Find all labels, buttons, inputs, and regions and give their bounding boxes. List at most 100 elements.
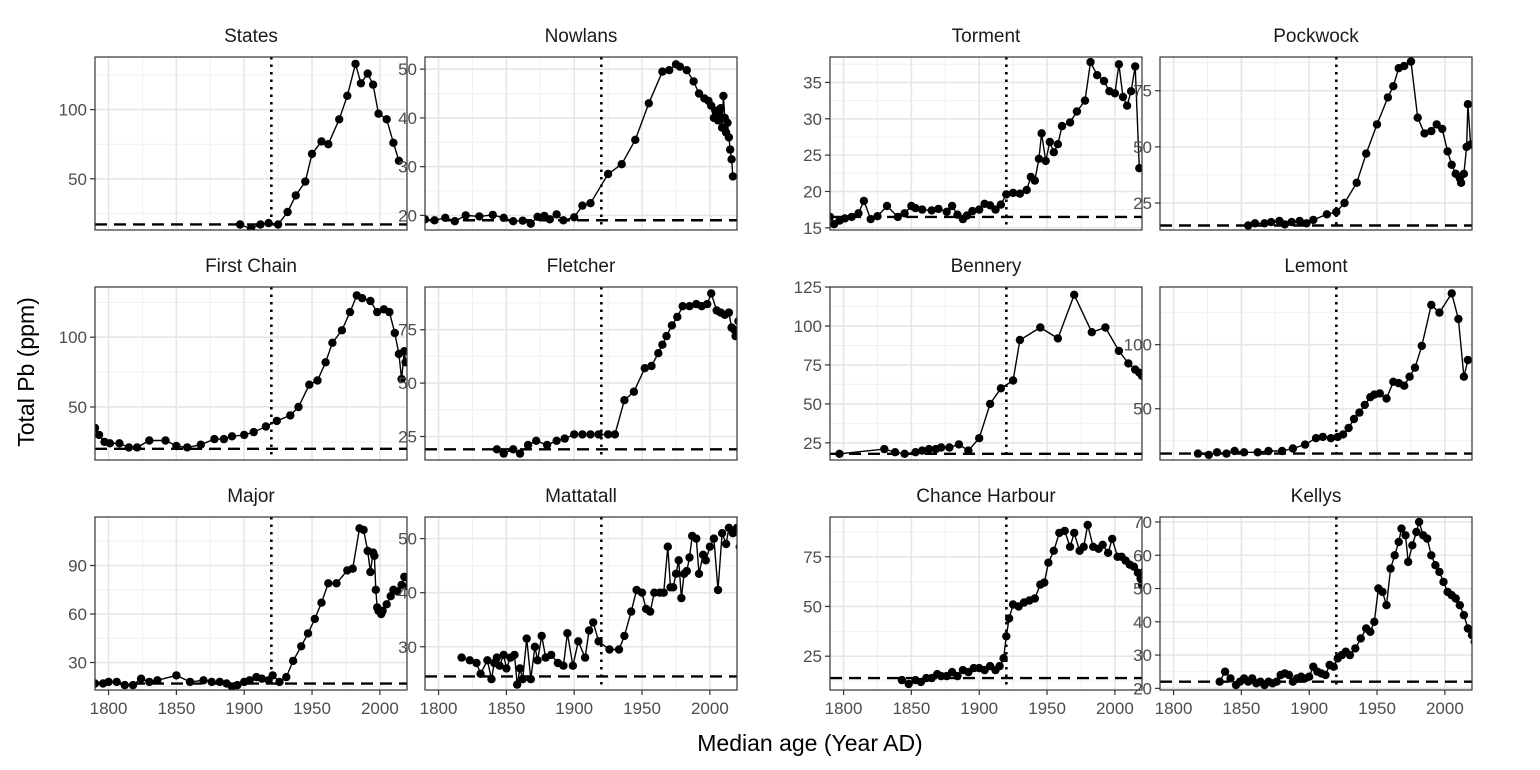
data-point bbox=[530, 642, 540, 651]
panel: Chance Harbour 25 50 75 1800 1850 1900 1950 2000 bbox=[803, 486, 1143, 718]
data-point bbox=[1427, 300, 1436, 310]
data-point bbox=[268, 671, 277, 680]
data-point bbox=[518, 675, 527, 684]
data-point bbox=[256, 220, 265, 229]
data-point bbox=[620, 631, 629, 641]
data-point bbox=[172, 441, 181, 451]
data-point bbox=[742, 591, 750, 599]
data-point bbox=[430, 216, 439, 225]
data-point bbox=[890, 448, 900, 457]
y-tick-label: 35 bbox=[803, 73, 822, 92]
data-point bbox=[196, 440, 205, 449]
data-point bbox=[1053, 334, 1063, 343]
data-point bbox=[552, 210, 561, 219]
data-point bbox=[1030, 594, 1040, 603]
data-point bbox=[1122, 101, 1132, 110]
panel-background bbox=[1160, 517, 1472, 690]
data-point bbox=[370, 551, 379, 560]
data-point bbox=[728, 172, 737, 181]
data-point bbox=[1420, 129, 1429, 138]
gridlines bbox=[830, 57, 1142, 230]
panel-title: Major bbox=[227, 486, 275, 507]
y-tick-label: 90 bbox=[68, 557, 87, 576]
x-tick-label: 1900 bbox=[555, 699, 593, 718]
data-point bbox=[1389, 82, 1398, 91]
data-point bbox=[1118, 92, 1128, 102]
data-point bbox=[1070, 290, 1079, 299]
data-point bbox=[1413, 113, 1422, 122]
data-point bbox=[397, 374, 406, 384]
data-point bbox=[515, 664, 525, 673]
data-point bbox=[495, 661, 504, 670]
data-point bbox=[1204, 450, 1214, 460]
data-point bbox=[975, 434, 984, 443]
data-point bbox=[1093, 71, 1102, 80]
data-point bbox=[1383, 93, 1393, 102]
y-axis-title: Total Pb (ppm) bbox=[13, 297, 39, 447]
data-point bbox=[310, 614, 319, 624]
data-point bbox=[487, 675, 496, 684]
data-point bbox=[366, 567, 375, 577]
y-tick-label: 25 bbox=[803, 647, 822, 666]
data-point bbox=[246, 224, 256, 230]
data-point bbox=[132, 443, 142, 452]
data-point bbox=[723, 118, 732, 128]
data-point bbox=[968, 206, 977, 216]
data-point bbox=[1065, 542, 1075, 551]
data-point bbox=[475, 212, 484, 221]
data-point bbox=[893, 212, 902, 222]
data-point bbox=[1086, 57, 1095, 67]
data-point bbox=[734, 317, 737, 326]
data-point bbox=[594, 430, 603, 439]
data-point bbox=[1435, 308, 1444, 317]
data-point bbox=[685, 553, 694, 562]
data-point bbox=[1260, 219, 1269, 228]
data-point bbox=[1362, 149, 1371, 158]
data-point bbox=[873, 212, 882, 221]
data-point bbox=[324, 140, 333, 149]
data-point bbox=[640, 364, 649, 373]
data-point bbox=[385, 307, 394, 317]
data-point bbox=[145, 436, 154, 445]
data-point bbox=[378, 606, 387, 615]
data-point bbox=[545, 215, 554, 224]
data-point bbox=[1284, 670, 1294, 680]
data-point bbox=[472, 658, 481, 668]
data-point bbox=[513, 680, 522, 689]
data-point bbox=[1267, 217, 1276, 227]
data-point bbox=[662, 331, 671, 341]
data-point bbox=[215, 677, 224, 687]
data-point bbox=[1079, 542, 1088, 551]
data-point bbox=[1139, 576, 1142, 585]
panel-title: Torment bbox=[952, 26, 1021, 47]
data-point bbox=[1427, 126, 1436, 136]
data-point bbox=[1394, 537, 1403, 547]
data-point bbox=[578, 201, 587, 210]
series bbox=[492, 289, 737, 458]
data-point bbox=[313, 376, 322, 385]
x-tick-label: 1850 bbox=[1222, 699, 1260, 718]
data-point bbox=[924, 444, 934, 454]
data-point bbox=[727, 155, 736, 164]
y-tick-label: 100 bbox=[794, 317, 822, 336]
y-tick-label: 20 bbox=[803, 182, 822, 201]
data-point bbox=[515, 449, 525, 458]
data-point bbox=[518, 216, 527, 225]
data-point bbox=[1057, 121, 1067, 131]
data-point bbox=[324, 579, 333, 588]
x-tick-label: 1800 bbox=[1155, 699, 1193, 718]
data-point bbox=[678, 302, 687, 311]
panel-border bbox=[1159, 516, 1473, 691]
y-tick-label: 50 bbox=[803, 597, 822, 616]
x-tick-label: 2000 bbox=[691, 699, 729, 718]
series bbox=[95, 524, 407, 690]
data-point bbox=[1400, 61, 1409, 71]
data-point bbox=[1049, 546, 1059, 555]
data-point bbox=[1435, 567, 1444, 577]
data-point bbox=[866, 214, 875, 224]
data-point bbox=[305, 380, 314, 389]
data-point bbox=[1431, 561, 1440, 570]
data-point bbox=[199, 676, 208, 685]
data-point bbox=[401, 358, 407, 367]
data-point bbox=[1459, 610, 1469, 620]
